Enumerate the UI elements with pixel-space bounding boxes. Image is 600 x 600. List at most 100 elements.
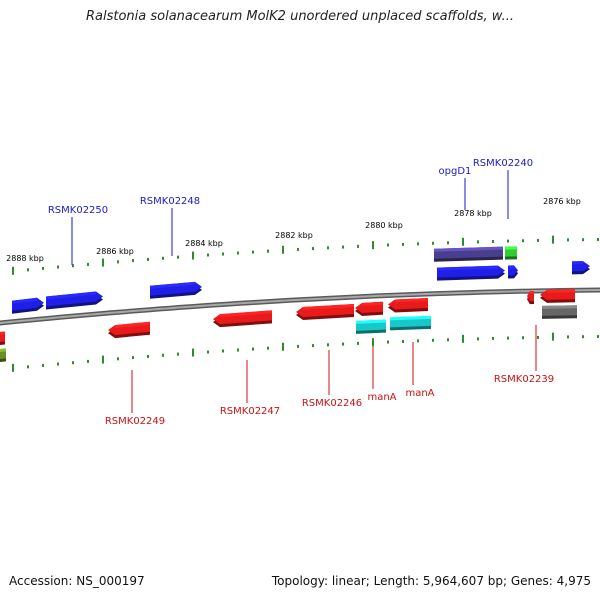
- top-scale-tick: [447, 241, 449, 245]
- top-scale-tick: [102, 258, 104, 267]
- top-scale-tick: [552, 235, 554, 244]
- top-gene-label: RSMK02250: [48, 205, 108, 216]
- top-scale-tick: [357, 244, 359, 248]
- map-title: Ralstonia solanacearum MolK2 unordered u…: [85, 9, 514, 24]
- top-scale-tick: [597, 238, 599, 242]
- bottom-scale-tick: [477, 337, 479, 341]
- gene-arrow: [296, 303, 354, 320]
- bottom-scale-tick: [57, 362, 59, 366]
- bottom-scale-tick: [27, 365, 29, 369]
- top-scale-tick: [402, 242, 404, 246]
- bottom-scale-tick: [567, 335, 569, 339]
- gene-arrow: [108, 321, 150, 339]
- bottom-scale-tick: [177, 352, 179, 356]
- top-gene-label: RSMK02248: [140, 196, 200, 207]
- top-scale-tick: [477, 240, 479, 244]
- gene-arrow-highlight: [362, 301, 383, 306]
- bottom-scale-tick: [117, 357, 119, 361]
- top-scale-tick: [462, 237, 464, 246]
- gene-arrow-highlight: [529, 290, 534, 295]
- bottom-scale-tick: [537, 335, 539, 339]
- gene-arrow-highlight: [356, 319, 386, 324]
- top-scale-tick: [522, 239, 524, 243]
- top-scale-tick: [282, 245, 284, 254]
- top-scale-tick: [87, 262, 89, 266]
- top-scale-tick: [342, 245, 344, 249]
- top-gene-label: opgD1: [439, 166, 472, 177]
- bottom-scale-tick: [582, 335, 584, 339]
- accession-text: Accession: NS_000197: [9, 574, 145, 588]
- bottom-scale-tick: [552, 332, 554, 341]
- bottom-scale-tick: [372, 338, 374, 347]
- bottom-gene-label: RSMK02239: [494, 374, 554, 385]
- bottom-scale-tick: [447, 338, 449, 342]
- top-scale-tick: [537, 238, 539, 242]
- top-gene-label: RSMK02240: [473, 158, 533, 169]
- scale-label: 2882 kbp: [275, 231, 313, 240]
- scale-label: 2876 kbp: [543, 197, 581, 206]
- top-scale-tick: [42, 266, 44, 270]
- bottom-scale-tick: [192, 348, 194, 357]
- bottom-scale-tick: [492, 336, 494, 340]
- gene-arrow: [0, 348, 6, 363]
- top-scale-tick: [12, 266, 14, 275]
- gene-arrow-highlight: [0, 331, 5, 336]
- top-scale-tick: [207, 253, 209, 257]
- gene-arrow: [12, 297, 44, 314]
- top-scale-tick: [582, 238, 584, 242]
- gene-arrow-highlight: [0, 348, 6, 353]
- bottom-scale-tick: [102, 355, 104, 364]
- bottom-scale-tick: [357, 341, 359, 345]
- top-scale-tick: [237, 251, 239, 255]
- top-scale-tick: [222, 252, 224, 256]
- bottom-scale-tick: [417, 339, 419, 343]
- gene-arrow-highlight: [547, 289, 575, 293]
- top-scale-tick: [192, 251, 194, 260]
- scale-label: 2888 kbp: [6, 254, 44, 263]
- bottom-scale-tick: [222, 349, 224, 353]
- gene-arrow-highlight: [508, 265, 514, 269]
- top-scale-tick: [117, 260, 119, 264]
- top-scale-tick: [312, 247, 314, 251]
- top-scale-tick: [267, 249, 269, 253]
- bottom-scale-tick: [402, 339, 404, 343]
- gene-arrow-highlight: [542, 305, 577, 309]
- gene-arrow-highlight: [390, 315, 431, 321]
- top-scale-tick: [327, 246, 329, 250]
- top-scale-tick: [372, 241, 374, 250]
- gene-arrow-highlight: [115, 321, 150, 329]
- gene-arrow: [355, 301, 383, 316]
- gene-arrow-highlight: [572, 261, 583, 265]
- bottom-scale-tick: [297, 344, 299, 348]
- gene-arrow-highlight: [220, 310, 272, 318]
- bottom-scale-tick: [87, 359, 89, 363]
- bottom-scale-tick: [387, 340, 389, 344]
- top-scale-tick: [162, 256, 164, 260]
- gene-arrow: [388, 297, 428, 313]
- topology-text: Topology: linear; Length: 5,964,607 bp; …: [271, 574, 591, 588]
- top-scale-tick: [417, 242, 419, 246]
- gene-arrow: [542, 305, 577, 319]
- bottom-gene-label: manA: [367, 392, 396, 403]
- top-scale-tick: [72, 264, 74, 268]
- top-scale-tick: [567, 238, 569, 242]
- scale-label: 2884 kbp: [185, 239, 223, 248]
- bottom-gene-label: RSMK02249: [105, 416, 165, 427]
- bottom-scale-tick: [207, 350, 209, 354]
- top-scale-tick: [507, 239, 509, 243]
- top-scale-tick: [432, 241, 434, 245]
- gene-arrow: [46, 291, 103, 310]
- bottom-scale-tick: [42, 363, 44, 367]
- scale-label: 2880 kbp: [365, 221, 403, 230]
- top-scale-tick: [57, 265, 59, 269]
- gene-arrow: [390, 315, 431, 331]
- top-scale-tick: [252, 250, 254, 254]
- gene-arrow-highlight: [437, 265, 498, 271]
- bottom-scale-tick: [147, 354, 149, 358]
- gene-arrow: [150, 281, 202, 299]
- bottom-gene-label: manA: [405, 388, 434, 399]
- bottom-scale-tick: [342, 342, 344, 346]
- gene-arrow-highlight: [395, 297, 428, 303]
- gene-arrow-highlight: [12, 297, 37, 304]
